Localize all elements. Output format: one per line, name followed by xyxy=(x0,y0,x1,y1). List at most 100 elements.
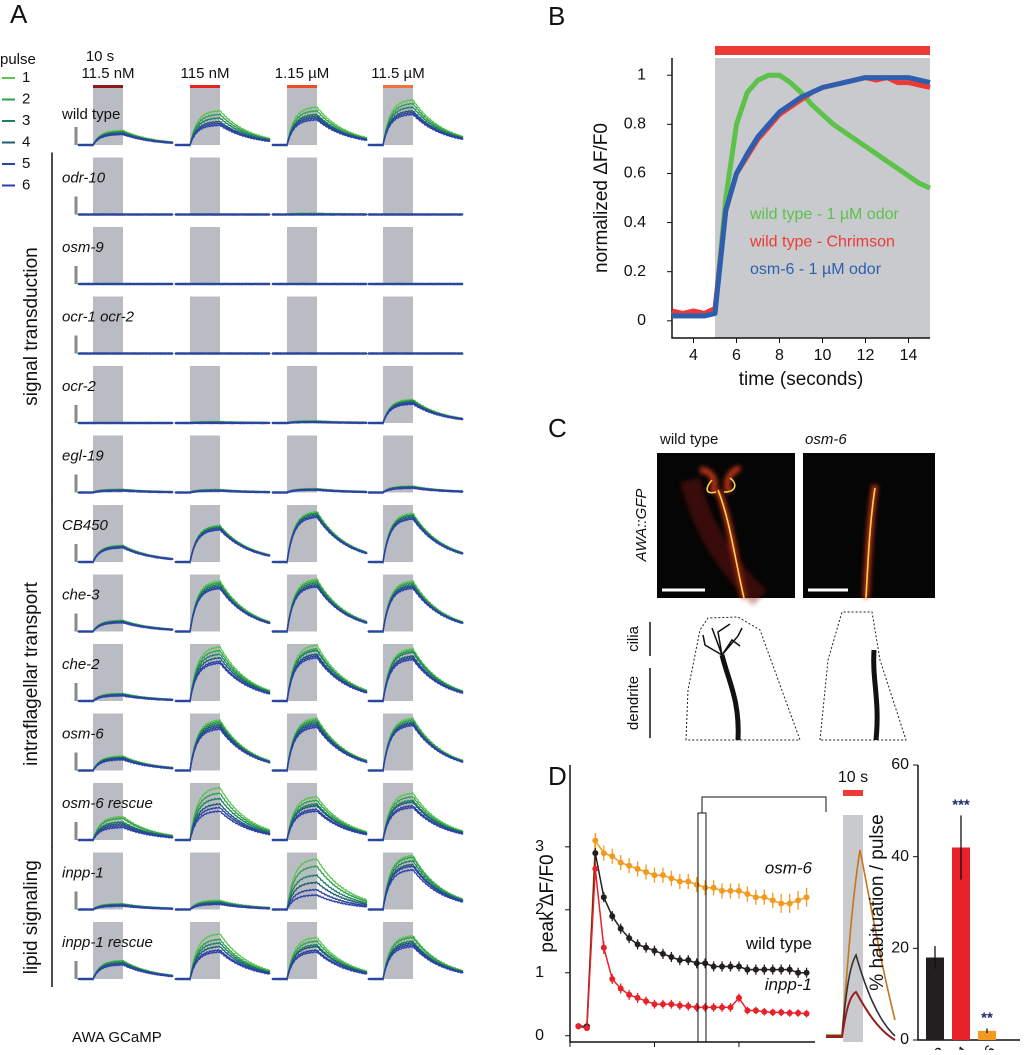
y-axis-label: normalized ΔF/F0 xyxy=(591,123,612,273)
data-point xyxy=(735,887,742,894)
data-point xyxy=(761,894,768,901)
data-point xyxy=(634,941,641,948)
stimulus-label: 115 nM xyxy=(181,65,230,82)
stimulus-window xyxy=(287,435,317,493)
stimulus-window xyxy=(190,227,220,284)
y-tick-label: 0.2 xyxy=(624,263,646,280)
legend-label: wild type - Chrimson xyxy=(749,234,895,251)
data-point xyxy=(668,875,675,882)
inset-label: 10 s xyxy=(838,769,868,786)
bar xyxy=(978,1030,996,1040)
data-point xyxy=(634,865,641,872)
data-point xyxy=(685,957,692,964)
x-tick-label: 14 xyxy=(900,347,918,364)
data-point xyxy=(744,1007,751,1014)
significance: ** xyxy=(981,1010,993,1027)
data-point xyxy=(803,894,810,901)
data-point xyxy=(693,1004,700,1011)
data-point xyxy=(643,944,650,951)
trace xyxy=(367,585,464,634)
trace xyxy=(367,868,464,912)
trace xyxy=(174,116,271,147)
trace xyxy=(367,212,464,217)
bar xyxy=(926,957,944,1040)
data-point xyxy=(769,966,776,973)
data-point xyxy=(600,850,607,857)
line-series xyxy=(672,75,931,319)
trace xyxy=(271,893,368,912)
row-label: inpp-1 xyxy=(62,864,104,881)
trace xyxy=(77,826,174,842)
stimulus-window xyxy=(190,435,220,493)
stimulus-label: 11.5 nM xyxy=(81,65,134,82)
trace xyxy=(367,402,464,425)
line-series xyxy=(578,868,807,1030)
trace xyxy=(367,587,464,634)
legend-label: 5 xyxy=(22,155,30,172)
data-point xyxy=(651,947,658,954)
inset-trace xyxy=(826,849,896,1036)
trace xyxy=(77,621,174,634)
data-point xyxy=(735,963,742,970)
part-label: dendrite xyxy=(625,676,642,730)
data-point xyxy=(744,966,751,973)
panel-label: A xyxy=(10,0,28,29)
data-point xyxy=(651,1001,658,1008)
data-point xyxy=(744,891,751,898)
y-tick-label: 0.8 xyxy=(624,116,646,133)
part-label: cilia xyxy=(625,625,642,651)
legend-label: 2 xyxy=(22,90,30,107)
data-point xyxy=(659,872,666,879)
trace xyxy=(174,212,271,217)
data-point xyxy=(727,1004,734,1011)
data-point xyxy=(702,960,709,967)
data-point xyxy=(626,862,633,869)
data-point xyxy=(702,1004,709,1011)
trace xyxy=(367,934,464,981)
data-point xyxy=(761,1008,768,1015)
data-point xyxy=(676,957,683,964)
row-label: che-2 xyxy=(62,656,100,673)
data-point xyxy=(617,859,624,866)
connector xyxy=(701,796,827,813)
row-label: osm-6 xyxy=(62,725,104,742)
genotype-label: osm-6 xyxy=(805,431,847,448)
trace xyxy=(271,515,368,564)
y-tick-label: 0 xyxy=(637,312,646,329)
trace xyxy=(174,527,271,564)
stimulus-window xyxy=(383,227,413,284)
trace xyxy=(174,112,271,147)
trace xyxy=(174,585,271,634)
trace xyxy=(174,945,271,982)
data-point xyxy=(659,1001,666,1008)
trace xyxy=(271,212,368,217)
data-point xyxy=(583,1025,590,1032)
x-tick-label: inpp-1 xyxy=(937,1044,974,1050)
panel-label: C xyxy=(548,413,567,443)
footer-label: AWA GCaMP xyxy=(72,1029,162,1046)
reporter-label: AWA::GFP xyxy=(633,489,650,563)
trace xyxy=(271,584,368,634)
x-tick-label: 10 xyxy=(814,347,832,364)
stimulus-window xyxy=(190,574,220,632)
trace xyxy=(77,817,174,842)
trace xyxy=(271,105,368,147)
trace xyxy=(174,792,271,842)
data-point xyxy=(693,960,700,967)
trace xyxy=(174,902,271,912)
group-label: intraflagellar transport xyxy=(21,581,42,765)
stimulus-window xyxy=(287,852,317,910)
data-point xyxy=(786,900,793,907)
trace xyxy=(367,649,464,703)
trace xyxy=(174,421,271,425)
stimulus-window xyxy=(287,366,317,423)
inset-trace xyxy=(826,953,896,1037)
data-point xyxy=(609,913,616,920)
legend-label: 4 xyxy=(22,133,30,150)
legend-label: wild type - 1 µM odor xyxy=(749,206,900,223)
trace xyxy=(77,546,174,564)
data-point xyxy=(795,969,802,976)
data-point xyxy=(685,878,692,885)
stimulus-window xyxy=(287,296,317,354)
trace xyxy=(367,806,464,842)
